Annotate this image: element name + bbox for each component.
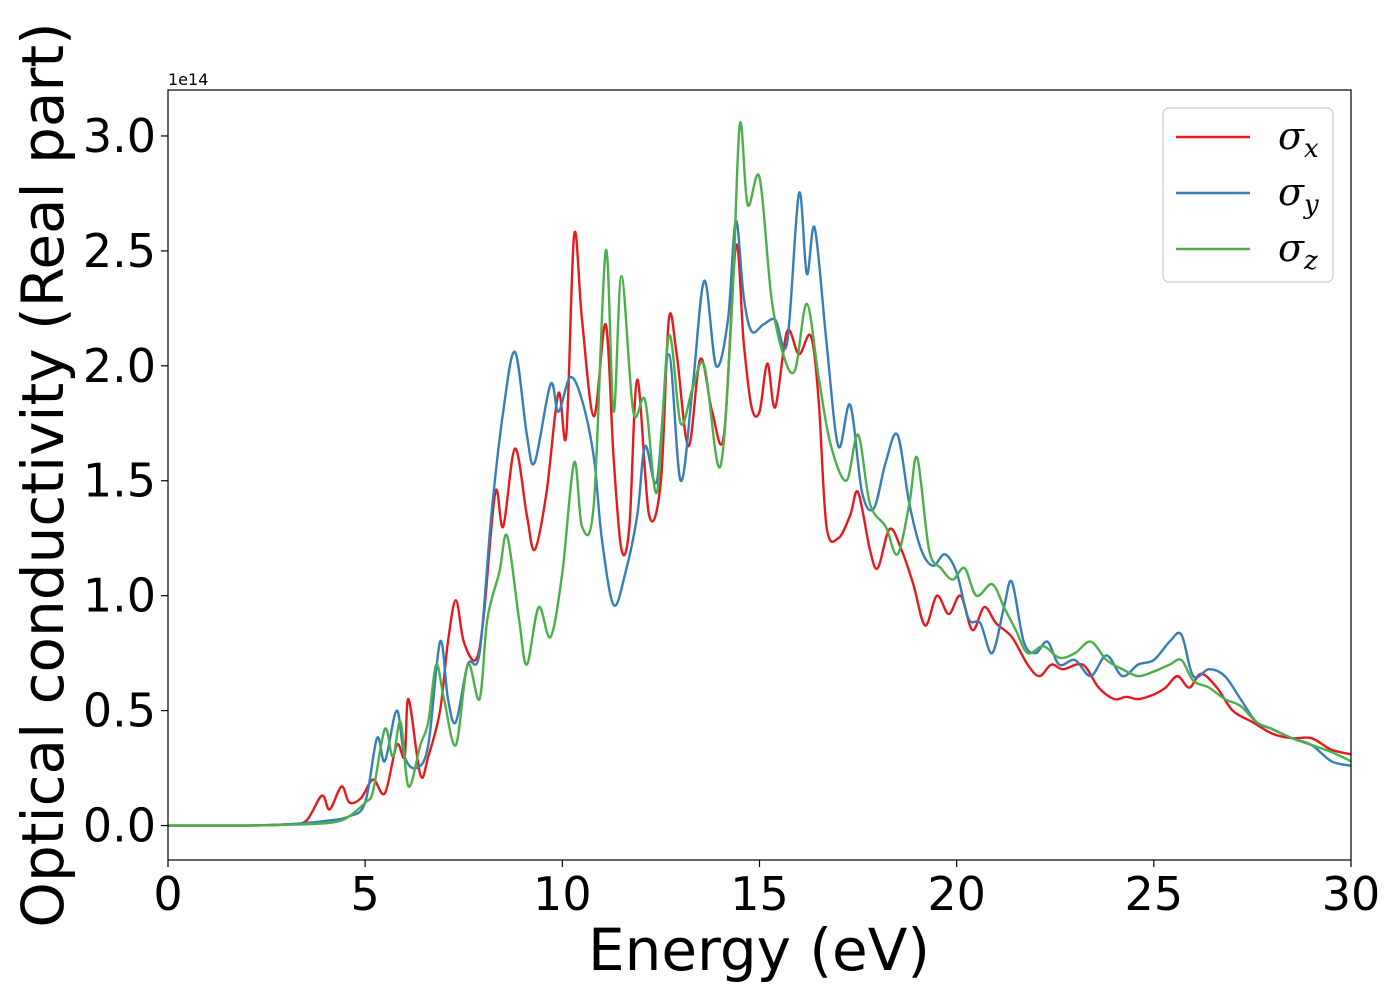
y-axis-label: Optical conductivity (Real part) bbox=[9, 22, 77, 927]
x-tick-label: 10 bbox=[533, 867, 592, 921]
y-tick-label: 1.0 bbox=[83, 569, 156, 623]
x-tick-label: 20 bbox=[927, 867, 986, 921]
y-tick-label: 1.5 bbox=[83, 454, 156, 508]
x-tick-label: 15 bbox=[730, 867, 789, 921]
x-tick-label: 0 bbox=[153, 867, 182, 921]
y-axis: 0.0 0.5 1.0 1.5 2.0 2.5 3.0 bbox=[83, 109, 168, 853]
series-line-sigma-z bbox=[168, 121, 1351, 827]
y-tick-label: 0.0 bbox=[83, 799, 156, 853]
x-tick-label: 25 bbox=[1125, 867, 1184, 921]
y-tick-label: 2.5 bbox=[83, 224, 156, 278]
y-tick-label: 3.0 bbox=[83, 109, 156, 163]
x-axis: 0 5 10 15 20 25 30 bbox=[153, 860, 1380, 921]
x-tick-label: 30 bbox=[1322, 867, 1381, 921]
y-tick-label: 0.5 bbox=[83, 684, 156, 738]
x-axis-label: Energy (eV) bbox=[588, 916, 930, 984]
y-offset-label: 1e14 bbox=[168, 70, 208, 89]
y-tick-label: 2.0 bbox=[83, 339, 156, 393]
x-tick-label: 5 bbox=[351, 867, 380, 921]
legend-box bbox=[1162, 107, 1334, 283]
series-layer bbox=[168, 121, 1351, 827]
